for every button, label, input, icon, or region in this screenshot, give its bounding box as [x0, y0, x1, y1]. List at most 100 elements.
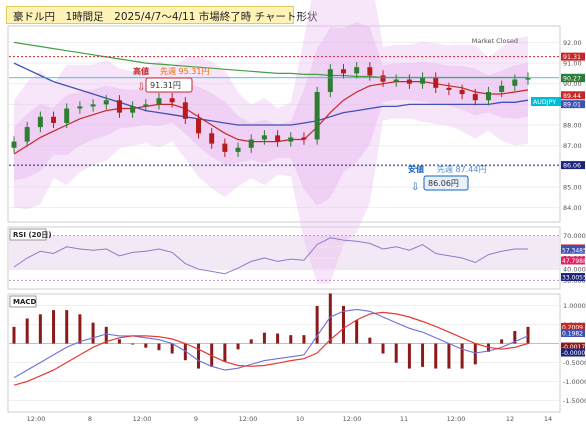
- macd-right-badge: [561, 328, 585, 337]
- macd-histogram-bar: [460, 343, 464, 369]
- macd-histogram-bar: [341, 305, 345, 344]
- price-right-label: 90.27: [563, 76, 581, 83]
- low-label: 安値: [408, 164, 424, 174]
- rsi-title-box: [9, 228, 47, 241]
- x-tick-label: 12:00: [343, 415, 362, 423]
- low-value: 86.06円: [428, 179, 459, 188]
- macd-title-box: [9, 295, 37, 308]
- candle-body: [77, 106, 83, 109]
- candle-body: [340, 69, 346, 74]
- macd-histogram-bar: [170, 343, 174, 354]
- candle-body: [182, 102, 188, 119]
- macd-histogram-bar: [78, 314, 82, 344]
- candle-body: [143, 104, 149, 107]
- macd-histogram-bar: [131, 343, 135, 345]
- macd-histogram-bar: [381, 343, 385, 354]
- macd-right-label: 0.2009: [562, 324, 583, 331]
- macd-histogram-bar: [25, 318, 29, 344]
- macd-histogram-bar: [394, 343, 398, 363]
- macd-histogram-bar: [91, 322, 95, 344]
- x-tick-label: 12:00: [133, 415, 152, 423]
- macd-histogram-bar: [249, 339, 253, 344]
- x-tick-label: 12: [506, 415, 514, 423]
- x-tick-label: 12:00: [239, 415, 258, 423]
- candle-body: [459, 89, 465, 95]
- price-right-label: 89.44: [563, 93, 581, 100]
- macd-right-badge: [561, 348, 585, 357]
- price-tick-label: 88.00: [563, 122, 582, 130]
- candle-body: [301, 137, 307, 140]
- macd-tick-label: -0.5000: [563, 359, 586, 367]
- price-tick-label: 85.00: [563, 184, 582, 192]
- macd-histogram-bar: [236, 343, 240, 350]
- macd-histogram-bar: [157, 343, 161, 351]
- macd-histogram-bar: [262, 332, 266, 344]
- candle-body: [499, 85, 505, 92]
- price-right-badge: [561, 74, 585, 83]
- macd-histogram-bar: [500, 339, 504, 344]
- candle-body: [525, 77, 531, 80]
- candle-body: [51, 116, 57, 123]
- candle-body: [235, 147, 241, 152]
- rsi-tick-label: 40.0000: [563, 266, 586, 274]
- rsi-line: [13, 237, 528, 275]
- candle-body: [156, 98, 162, 105]
- ma-short-line: [13, 81, 529, 155]
- macd-histogram-bar: [315, 305, 319, 344]
- high-down-arrow-icon: ⇩: [137, 82, 145, 93]
- macd-tick-label: -1.5000: [563, 397, 586, 405]
- candle-body: [512, 79, 518, 86]
- macd-histogram-bar: [513, 331, 517, 344]
- price-right-badge: [561, 52, 585, 61]
- candle-body: [209, 133, 215, 144]
- rsi-right-label: 47.7988: [562, 258, 586, 265]
- macd-histogram-bar: [289, 335, 293, 344]
- candle-body: [420, 77, 426, 84]
- macd-histogram-bar: [12, 326, 16, 344]
- candle-body: [314, 91, 320, 140]
- macd-right-badge: [561, 322, 585, 331]
- macd-histogram-bar: [223, 343, 227, 362]
- candle-body: [367, 67, 373, 76]
- macd-right-label: -0.0000: [562, 350, 585, 357]
- macd-histogram-bar: [38, 314, 42, 344]
- macd-title: MACD: [13, 298, 37, 306]
- candle-body: [275, 135, 281, 142]
- candle-body: [248, 139, 254, 148]
- macd-histogram-bar: [368, 337, 372, 344]
- price-tick-label: 87.00: [563, 142, 582, 150]
- candle-body: [446, 87, 452, 90]
- candle-body: [288, 137, 294, 142]
- macd-histogram-bar: [434, 343, 438, 369]
- macd-histogram-bar: [407, 343, 411, 369]
- instrument-box: [531, 97, 561, 106]
- candle-body: [90, 104, 96, 107]
- price-right-label: 89.01: [563, 102, 581, 109]
- candle-body: [485, 91, 491, 101]
- bollinger-inner-band: [14, 21, 528, 206]
- price-tick-label: 92.00: [563, 39, 582, 47]
- candle-body: [64, 108, 70, 123]
- macd-histogram-bar: [421, 343, 425, 367]
- market-status: Market Closed: [472, 37, 518, 45]
- candle-body: [169, 98, 175, 103]
- candle-body: [393, 79, 399, 82]
- rsi-right-label: 57.3485: [562, 247, 586, 254]
- price-tick-label: 91.00: [563, 60, 582, 68]
- macd-histogram-bar: [144, 343, 148, 348]
- rsi-right-badge: [561, 245, 585, 254]
- ma-mid-line: [13, 62, 529, 126]
- price-right-badge: [561, 100, 585, 109]
- x-tick-label: 8: [88, 415, 92, 423]
- macd-histogram-bar: [302, 335, 306, 344]
- macd-histogram-bar: [65, 310, 69, 344]
- macd-histogram-bar: [276, 333, 280, 344]
- rsi-tick-label: 70.0000: [563, 232, 586, 240]
- price-right-label: 91.31: [563, 54, 581, 61]
- rsi-right-badge: [561, 273, 585, 282]
- macd-tick-label: -1.0000: [563, 378, 586, 386]
- instrument-label: AUDJPY: [533, 99, 556, 106]
- macd-histogram-bar: [355, 320, 359, 344]
- candle-body: [327, 69, 333, 92]
